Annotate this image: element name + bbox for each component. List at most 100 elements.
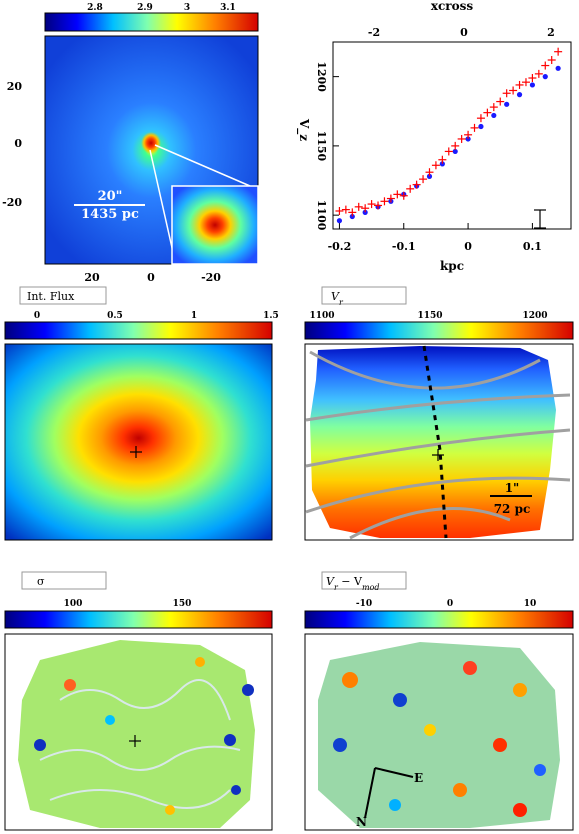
residuals-colorbar-ticks: -10 0 10 xyxy=(356,599,536,609)
int-flux-colorbar-tick: 1 xyxy=(191,311,197,321)
observed-point xyxy=(367,200,376,209)
velocity-x-tick: -0.1 xyxy=(392,240,416,253)
sigma-title: σ xyxy=(37,575,45,588)
velocity-top-ticks: -2 0 2 xyxy=(368,26,555,39)
observed-point xyxy=(528,74,537,83)
sigma-colorbar-ticks: 100 150 xyxy=(64,599,192,609)
residuals-patches xyxy=(333,661,546,817)
panel-galaxy-image: 2.8 2.9 3 3.1 20" 1435 pc 20 0 -20 20 0 … xyxy=(2,3,259,284)
galaxy-y-tick: 20 xyxy=(7,80,23,93)
sigma-title-box xyxy=(21,571,107,590)
vr-center-cross xyxy=(432,449,444,461)
galaxy-colorbar-tick: 3 xyxy=(184,3,190,13)
galaxy-x-ticks: 20 0 -20 xyxy=(84,271,221,284)
observed-point xyxy=(547,56,556,65)
observed-point xyxy=(464,130,473,139)
sigma-colorbar-tick: 100 xyxy=(64,599,83,609)
observed-point xyxy=(470,123,479,132)
vr-colorbar xyxy=(304,321,574,340)
vr-colorbar-tick: 1100 xyxy=(309,311,334,321)
model-point xyxy=(465,136,471,142)
observed-point xyxy=(431,161,440,170)
galaxy-x-tick: 0 xyxy=(147,271,155,284)
velocity-y-tick: 1150 xyxy=(315,131,328,162)
panel-sigma: σ 100 150 xyxy=(4,571,273,831)
residuals-map-data xyxy=(318,642,560,828)
galaxy-colorbar-ticks: 2.8 2.9 3 3.1 xyxy=(87,3,236,13)
galaxy-x-tick: 20 xyxy=(84,271,100,284)
model-point xyxy=(439,161,445,167)
observed-point xyxy=(489,103,498,112)
observed-point xyxy=(335,206,344,215)
observed-point xyxy=(438,155,447,164)
observed-point xyxy=(496,97,505,106)
model-point xyxy=(336,218,343,224)
vr-title-box xyxy=(321,286,407,305)
observed-point xyxy=(534,69,543,78)
velocity-x-ticks: -0.2 -0.1 0 0.1 xyxy=(328,223,542,253)
residuals-colorbar xyxy=(304,610,574,629)
int-flux-colorbar-tick: 0.5 xyxy=(107,311,123,321)
velocity-plot-frame xyxy=(332,41,572,230)
galaxy-scale-pc: 1435 pc xyxy=(81,207,139,222)
observed-point xyxy=(348,208,357,217)
velocity-top-tick: 2 xyxy=(547,26,555,39)
center-cross-marker xyxy=(130,446,142,458)
observed-point xyxy=(502,89,511,98)
model-point xyxy=(555,65,561,71)
vr-colorbar-ticks: 1100 1150 1200 xyxy=(309,311,547,321)
velocity-y-tick: 1100 xyxy=(315,200,328,231)
velocity-y-label: V_z xyxy=(296,118,311,141)
error-bar xyxy=(534,209,546,229)
vr-colorbar-tick: 1150 xyxy=(417,311,442,321)
sigma-colorbar-tick: 150 xyxy=(173,599,192,609)
galaxy-scale-arcsec: 20" xyxy=(98,189,123,204)
int-flux-colorbar-ticks: 0 0.5 1 1.5 xyxy=(34,311,279,321)
galaxy-colorbar xyxy=(44,12,259,32)
int-flux-title: Int. Flux xyxy=(27,290,75,303)
residuals-colorbar-tick: -10 xyxy=(356,599,372,609)
vr-colorbar-tick: 1200 xyxy=(522,311,547,321)
vr-scale-arcsec: 1" xyxy=(505,481,520,495)
model-point xyxy=(516,92,523,98)
residuals-colorbar-tick: 0 xyxy=(447,599,453,609)
observed-point xyxy=(451,141,460,150)
velocity-top-tick: -2 xyxy=(368,26,380,39)
observed-point xyxy=(457,134,466,143)
galaxy-colorbar-tick: 2.8 xyxy=(87,3,103,13)
model-point xyxy=(426,173,433,179)
residuals-title: Vr − Vmod xyxy=(326,575,379,592)
observed-point xyxy=(509,86,518,95)
observed-point xyxy=(380,197,389,206)
residuals-colorbar-tick: 10 xyxy=(524,599,537,609)
sigma-map-data xyxy=(18,640,255,828)
model-point xyxy=(542,74,548,80)
panel-int-flux: Int. Flux 0 0.5 1 1.5 xyxy=(4,286,279,541)
velocity-x-tick: 0 xyxy=(464,240,472,253)
observed-point xyxy=(515,80,524,89)
galaxy-x-tick: -20 xyxy=(201,271,221,284)
velocity-x-tick: 0.1 xyxy=(523,240,542,253)
int-flux-colorbar-tick: 0 xyxy=(34,311,40,321)
galaxy-y-tick: 0 xyxy=(14,137,22,150)
observed-point xyxy=(399,191,408,200)
observed-point xyxy=(341,205,350,214)
observed-point xyxy=(354,202,363,211)
galaxy-inset xyxy=(171,185,259,265)
panel-velocity-curve: xcross -2 0 2 V_z 1200 1150 1100 -0.2 -0.1 0… xyxy=(296,0,572,273)
int-flux-colorbar xyxy=(4,321,273,340)
int-flux-title-box xyxy=(19,286,107,305)
galaxy-colorbar-tick: 3.1 xyxy=(220,3,236,13)
int-flux-colorbar-tick: 1.5 xyxy=(263,311,279,321)
velocity-y-tick: 1200 xyxy=(315,61,328,92)
velocity-top-tick: 0 xyxy=(460,26,468,39)
vr-major-axis xyxy=(422,345,448,539)
model-point xyxy=(478,123,484,130)
velocity-top-axis-label: xcross xyxy=(431,0,474,13)
panel-residuals: Vr − Vmod -10 0 10 N E xyxy=(304,571,574,831)
compass-north-label: N xyxy=(356,815,367,829)
model-point xyxy=(452,148,458,155)
observed-points xyxy=(335,47,563,217)
observed-point xyxy=(521,78,530,87)
panel-vr: Vr 1100 1150 1200 1" 72 pc xyxy=(304,286,574,541)
